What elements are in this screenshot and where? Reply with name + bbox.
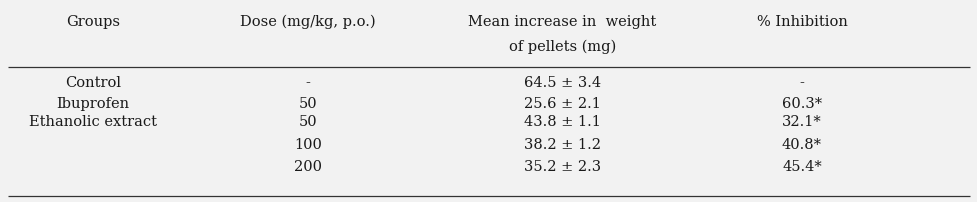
Text: of pellets (mg): of pellets (mg) (508, 40, 616, 54)
Text: Mean increase in  weight: Mean increase in weight (468, 15, 656, 29)
Text: 60.3*: 60.3* (781, 97, 822, 111)
Text: Control: Control (64, 76, 121, 90)
Text: 38.2 ± 1.2: 38.2 ± 1.2 (524, 138, 600, 152)
Text: 25.6 ± 2.1: 25.6 ± 2.1 (524, 97, 600, 111)
Text: 32.1*: 32.1* (782, 115, 821, 129)
Text: % Inhibition: % Inhibition (756, 15, 846, 29)
Text: 200: 200 (294, 160, 321, 174)
Text: 40.8*: 40.8* (782, 138, 821, 152)
Text: -: - (799, 76, 803, 90)
Text: 43.8 ± 1.1: 43.8 ± 1.1 (524, 115, 600, 129)
Text: 45.4*: 45.4* (782, 160, 821, 174)
Text: Ethanolic extract: Ethanolic extract (29, 115, 156, 129)
Text: 50: 50 (298, 115, 318, 129)
Text: 50: 50 (298, 97, 318, 111)
Text: 35.2 ± 2.3: 35.2 ± 2.3 (524, 160, 600, 174)
Text: Ibuprofen: Ibuprofen (57, 97, 129, 111)
Text: 100: 100 (294, 138, 321, 152)
Text: Dose (mg/kg, p.o.): Dose (mg/kg, p.o.) (240, 15, 375, 29)
Text: Groups: Groups (65, 15, 120, 29)
Text: -: - (306, 76, 310, 90)
Text: 64.5 ± 3.4: 64.5 ± 3.4 (524, 76, 600, 90)
